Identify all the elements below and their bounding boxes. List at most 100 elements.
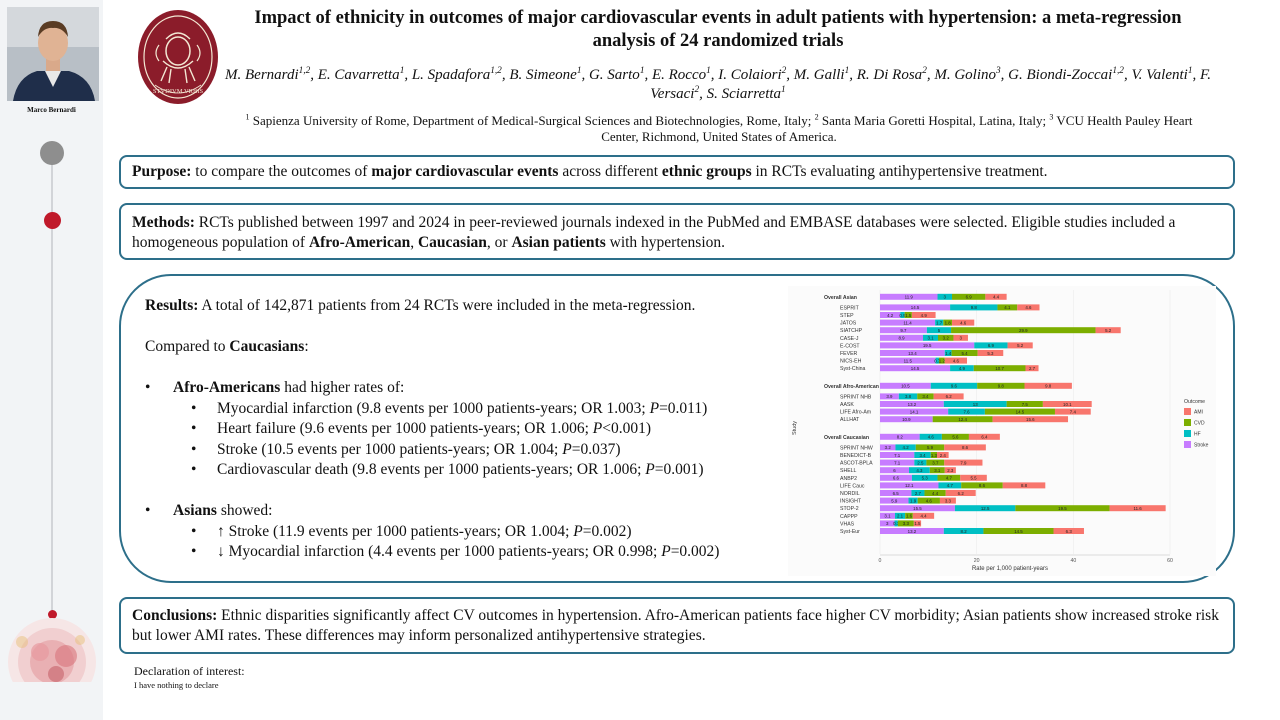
bar-segment-hf	[935, 319, 944, 326]
bar-value-label: 1.5	[905, 313, 912, 318]
study-label: FEVER	[840, 351, 858, 357]
bar-value-label: 19.5	[923, 343, 932, 348]
bar-segment-hf	[943, 401, 1007, 407]
bar-value-label: 4.4	[920, 514, 927, 519]
purpose-text: across different	[558, 163, 662, 180]
bar-segment-ami	[1002, 482, 1046, 489]
legend-swatch-hf	[1184, 430, 1191, 437]
bar-value-label: 2.5	[917, 460, 924, 465]
study-label: INSIGHT	[840, 499, 862, 505]
bar-value-label: 13.4	[908, 351, 917, 356]
bar-value-label: 0.7	[893, 521, 900, 526]
bar-segment-hf	[923, 334, 938, 341]
bar-segment-stroke	[880, 416, 933, 423]
purpose-section: Purpose: to compare the outcomes of majo…	[119, 155, 1235, 189]
author-name: F. Versaci	[650, 67, 1211, 102]
bar-segment-cvd	[917, 497, 940, 504]
bar-value-label: 3.1	[884, 514, 891, 519]
legend-swatch-stroke	[1184, 441, 1191, 448]
decorative-flower-image	[8, 618, 96, 682]
declaration-title: Declaration of interest:	[134, 664, 245, 678]
study-label: VHAS	[840, 521, 855, 527]
bar-value-label: 11.6	[1133, 506, 1142, 511]
bar-value-label: 4.6	[1025, 305, 1032, 310]
study-label: Syst-Eur	[840, 529, 860, 535]
timeline-line	[51, 152, 53, 620]
author-name: G. Sarto	[588, 67, 640, 83]
bar-value-label: 6.9	[966, 295, 973, 300]
bar-segment-stroke	[880, 382, 931, 389]
bar-value-label: 4.4	[932, 491, 939, 496]
bar-segment-stroke	[880, 505, 955, 512]
bar-segment-hf	[944, 350, 952, 356]
author-name: M. Bernardi	[225, 67, 299, 83]
methods-bold-3: Asian patients	[511, 234, 606, 251]
bar-segment-ami	[944, 444, 986, 451]
study-label: ALLHAT	[840, 417, 860, 423]
bar-segment-cvd	[952, 293, 986, 300]
author-name: E. Rocco	[651, 67, 707, 83]
bar-segment-stroke	[880, 528, 944, 534]
bar-value-label: 6.5	[893, 491, 900, 496]
timeline-dot-red-small	[48, 610, 57, 619]
bar-segment-cvd	[929, 467, 945, 474]
author-separator: ,	[581, 67, 589, 83]
study-label: CAPPP	[840, 514, 858, 520]
study-label: CASE-J	[840, 336, 859, 342]
methods-text: with hypertension.	[605, 234, 725, 251]
afro-bullet: • Afro-Americans had higher rates of:	[145, 379, 405, 396]
author-affiliation-mark: 2	[781, 66, 787, 76]
study-label: LIFE Cauc	[840, 483, 865, 489]
bar-value-label: 3.1	[927, 336, 934, 341]
bar-value-label: 4.6	[960, 320, 967, 325]
bar-value-label: 1.9	[910, 498, 917, 503]
left-rail: Marco Bernardi	[0, 0, 103, 720]
p-value-label: P	[649, 399, 660, 417]
bar-segment-stroke	[880, 408, 949, 415]
bar-segment-cvd	[938, 334, 954, 341]
bar-segment-cvd	[977, 382, 1025, 389]
legend-entry: CVD	[1194, 421, 1205, 427]
result-item-text: Stroke (11.9 events per 1000 patients-ye…	[224, 522, 574, 540]
author-name: G. Biondi-Zoccai	[1008, 67, 1113, 83]
bar-value-label: 6.2	[958, 491, 965, 496]
bar-value-label: 3.8	[905, 394, 912, 399]
result-item: • Myocardial infarction (9.8 events per 1…	[191, 399, 708, 417]
bar-segment-ami	[944, 357, 967, 364]
bar-segment-hf	[950, 365, 974, 372]
bar-segment-ami	[968, 433, 1000, 440]
study-label: SPRINT NHW	[840, 445, 873, 451]
bar-value-label: 0.9	[899, 313, 906, 318]
results-intro: A total of 142,871 patients from 24 RCTs…	[198, 297, 696, 314]
result-item-text: Heart failure (9.6 events per 1000 patie…	[217, 420, 593, 437]
presenter-photo	[7, 7, 99, 101]
bar-value-label: 15.5	[913, 506, 922, 511]
bar-segment-cvd	[932, 416, 993, 423]
bar-value-label: 2.4	[940, 453, 947, 458]
p-value: =0.001)	[654, 461, 704, 478]
bar-value-label: 8.9	[898, 336, 905, 341]
bar-segment-ami	[1054, 408, 1091, 415]
bar-segment-hf	[938, 482, 962, 489]
bar-value-label: 3.7	[932, 460, 939, 465]
bar-value-label: 3.4	[922, 394, 929, 399]
bar-segment-cvd	[897, 520, 914, 527]
author-separator: ,	[849, 67, 857, 83]
affiliation-text: VCU Health Pauley Heart Center, Richmond…	[601, 113, 1193, 144]
bar-segment-cvd	[943, 319, 953, 326]
bar-segment-hf	[894, 520, 898, 527]
bar-value-label: 3	[886, 521, 889, 526]
author-separator: ,	[644, 67, 652, 83]
bar-segment-ami	[913, 520, 922, 527]
bar-segment-stroke	[880, 474, 912, 481]
bar-value-label: 4.1	[1004, 305, 1011, 310]
legend-title: Outcome	[1184, 399, 1205, 405]
methods-text: RCTs published between 1997 and 2024 in …	[132, 214, 1176, 251]
study-label: Syst-China	[840, 366, 865, 372]
author-name: L. Spadafora	[411, 67, 491, 83]
conclusions-section: Conclusions: Ethnic disparities signific…	[119, 597, 1235, 654]
stacked-bar-chart: Overall Asian 11.9 3 6.9 4.4 ESPRIT 14.5 9.8 4.1…	[788, 286, 1216, 576]
author-separator: ,	[786, 67, 794, 83]
author-name: B. Simeone	[509, 67, 577, 83]
bar-value-label: 1.6	[906, 514, 913, 519]
